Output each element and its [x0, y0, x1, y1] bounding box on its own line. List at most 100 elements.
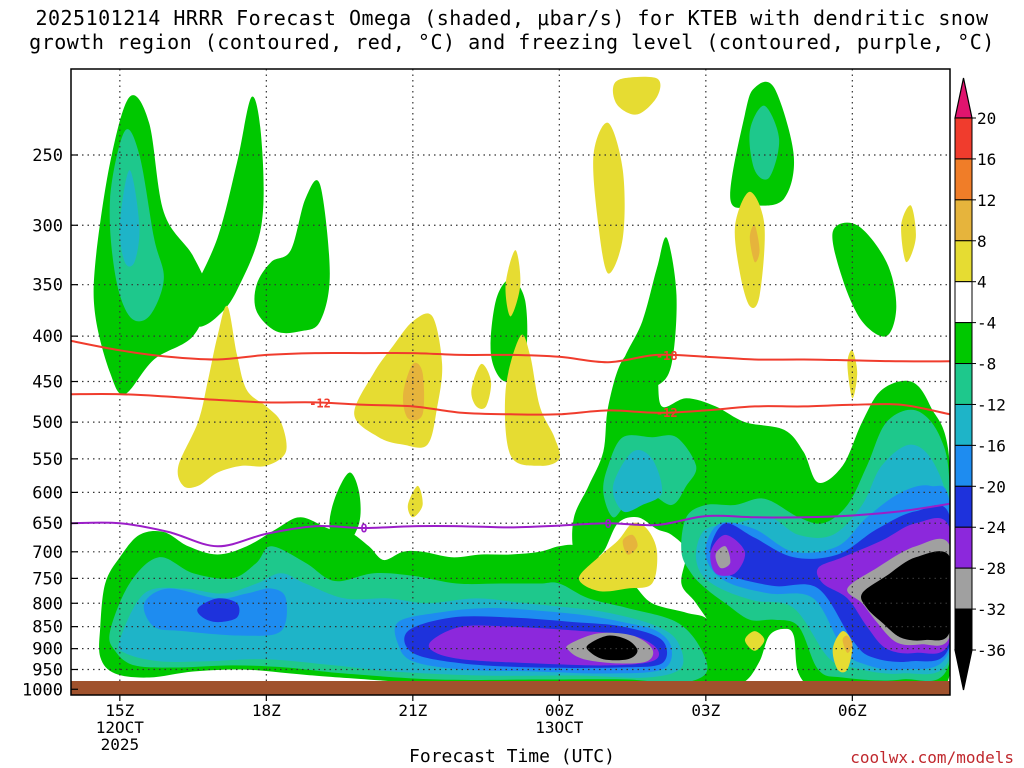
colorbar-top-arrow [954, 77, 973, 119]
omega-region-4 [254, 180, 330, 334]
x-tick-label-18Z-0: 18Z [252, 701, 281, 720]
colorbar-label-10: -24 [977, 518, 1006, 537]
colorbar-label-13: -36 [977, 641, 1006, 660]
colorbar-label-7: -12 [977, 395, 1006, 414]
contour-label-1-0: -12 [309, 396, 331, 410]
omega-positive-region-2 [471, 363, 492, 409]
omega-positive-region-13 [901, 205, 916, 263]
y-tick-label-400: 400 [32, 327, 63, 347]
y-tick-label-450: 450 [32, 373, 63, 393]
y-tick-label-800: 800 [32, 594, 63, 614]
colorbar-swatch-2 [954, 199, 973, 242]
chart-title: 2025101214 HRRR Forecast Omega (shaded, … [0, 6, 1024, 54]
x-tick-label-21Z-0: 21Z [398, 701, 427, 720]
colorbar-label-11: -28 [977, 559, 1006, 578]
x-tick-label-15Z-0: 15Z [105, 701, 134, 720]
contour-label-0-0: -18 [656, 349, 678, 363]
y-tick-label-350: 350 [32, 276, 63, 296]
contour-line-1 [71, 392, 950, 416]
colorbar-label-2: 12 [977, 191, 996, 210]
omega-positive-region-17 [842, 635, 853, 653]
omega-positive-region-3 [505, 250, 521, 317]
plot-area [93, 76, 950, 695]
omega-region-8 [832, 222, 897, 337]
grid-lines [71, 69, 950, 695]
contour-lines: -18 -12 -12 0 0 [71, 339, 950, 548]
x-tick-label-00Z-0: 00Z [545, 701, 574, 720]
colorbar-label-12: -32 [977, 600, 1006, 619]
y-tick-label-500: 500 [32, 413, 63, 433]
colorbar-swatch-10 [954, 526, 973, 569]
x-tick-label-06Z-0: 06Z [838, 701, 867, 720]
omega-region-22 [197, 598, 240, 623]
colorbar-label-1: 16 [977, 150, 996, 169]
omega-region-6 [622, 237, 677, 392]
contour-line-0 [71, 339, 950, 364]
colorbar-label-3: 8 [977, 232, 987, 251]
chart-title-line-2: growth region (contoured, red, °C) and f… [29, 30, 995, 54]
colorbar-swatch-4 [954, 281, 973, 324]
omega-region-31 [586, 635, 638, 661]
omega-positive-region-10 [744, 631, 765, 651]
colorbar-label-9: -20 [977, 477, 1006, 496]
omega-positive-region-9 [407, 485, 423, 518]
omega-positive-region-15 [622, 534, 638, 555]
omega-positive-region-0 [177, 305, 287, 489]
y-tick-label-950: 950 [32, 660, 63, 680]
contour-label-2-0: 0 [360, 521, 367, 535]
y-tick-label-250: 250 [32, 146, 63, 166]
omega-region-3 [187, 96, 264, 327]
chart-title-line-1: 2025101214 HRRR Forecast Omega (shaded, … [35, 6, 989, 30]
colorbar-label-5: -4 [977, 314, 996, 333]
y-tick-label-850: 850 [32, 618, 63, 638]
colorbar-swatch-8 [954, 444, 973, 487]
contour-label-2-1: 0 [605, 517, 612, 531]
omega-region-17 [612, 450, 663, 513]
colorbar-label-0: 20 [977, 109, 996, 128]
y-axis: 2503003504004505005506006507007508008509… [22, 146, 78, 700]
omega-positive-region-16 [749, 224, 760, 263]
omega-positive-region-7 [734, 191, 765, 309]
y-tick-label-550: 550 [32, 450, 63, 470]
contour-label-1-1: -12 [656, 406, 678, 420]
x-tick-label-03Z-0: 03Z [691, 701, 720, 720]
colorbar-swatch-5 [954, 322, 973, 365]
colorbar-bottom-arrow [954, 649, 973, 691]
omega-region-9 [329, 472, 361, 547]
y-tick-label-650: 650 [32, 514, 63, 534]
omega-positive-region-5 [593, 122, 625, 274]
contour-line-2 [71, 502, 950, 548]
credit-link[interactable]: coolwx.com/models [850, 748, 1014, 767]
x-axis-label: Forecast Time (UTC) [409, 746, 615, 767]
colorbar-label-6: -8 [977, 355, 996, 374]
colorbar-swatch-6 [954, 363, 973, 405]
omega-region-32 [861, 551, 950, 641]
omega-positive-region-4 [504, 334, 561, 466]
ground-bar [71, 681, 950, 695]
omega-positive-region-8 [578, 522, 658, 592]
colorbar-label-4: 4 [977, 273, 987, 292]
colorbar-label-8: -16 [977, 436, 1006, 455]
colorbar-swatch-9 [954, 485, 973, 528]
x-tick-label-15Z-1: 12OCT [96, 718, 145, 737]
y-tick-label-750: 750 [32, 569, 63, 589]
colorbar-swatch-0 [954, 117, 973, 160]
colorbar-swatch-1 [954, 158, 973, 201]
omega-positive-region-6 [612, 76, 661, 115]
colorbar: 20 16 12 8 4 -4 -8 -12 -16 -20 -24 -28 -32 -36 [954, 77, 1006, 691]
colorbar-swatch-11 [954, 567, 973, 610]
omega-positive-region-12 [847, 350, 858, 399]
omega-region-14 [749, 105, 780, 180]
x-tick-label-00Z-1: 13OCT [535, 718, 584, 737]
colorbar-swatch-12 [954, 608, 973, 651]
y-tick-label-600: 600 [32, 483, 63, 503]
y-tick-label-300: 300 [32, 216, 63, 236]
omega-region-18 [119, 170, 140, 267]
x-tick-label-15Z-2: 2025 [101, 735, 140, 754]
colorbar-swatch-3 [954, 240, 973, 283]
y-tick-label-1000: 1000 [22, 680, 63, 700]
omega-positive-region-1 [354, 313, 443, 448]
colorbar-swatch-7 [954, 403, 973, 446]
